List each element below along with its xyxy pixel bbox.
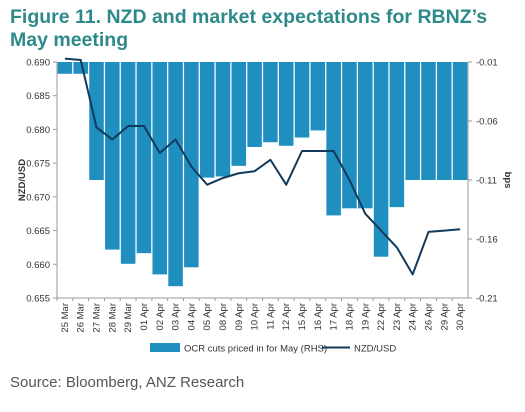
x-tick-label: 04 Apr	[186, 303, 197, 330]
x-tick-label: 05 Apr	[202, 303, 213, 330]
bar	[105, 62, 120, 250]
bar	[342, 62, 357, 209]
left-tick-label: 0.685	[26, 91, 50, 102]
source-note: Source: Bloomberg, ANZ Research	[10, 374, 245, 391]
bar	[231, 62, 247, 166]
x-tick-label: 02 Apr	[155, 303, 166, 330]
legend-label-bars: OCR cuts priced in for May (RHS)	[184, 344, 327, 355]
x-tick-label: 01 Apr	[139, 303, 150, 330]
bar	[152, 62, 168, 275]
x-tick-label: 26 Mar	[76, 303, 87, 333]
bar	[373, 62, 389, 257]
bar	[89, 62, 104, 180]
x-tick-label: 09 Apr	[234, 303, 245, 330]
x-tick-label: 30 Apr	[455, 303, 466, 330]
x-tick-label: 29 Mar	[123, 303, 134, 333]
bar	[278, 62, 294, 146]
right-tick-label: -0.16	[476, 235, 498, 246]
left-tick-label: 0.675	[26, 159, 50, 170]
x-tick-label: 25 Mar	[60, 303, 71, 333]
bar	[168, 62, 183, 287]
left-tick-label: 0.660	[26, 260, 50, 271]
x-tick-label: 17 Apr	[329, 303, 340, 330]
x-tick-label: 16 Apr	[313, 303, 324, 330]
bar	[57, 62, 73, 74]
x-tick-label: 27 Mar	[92, 303, 103, 333]
right-axis-title: bps	[502, 172, 513, 189]
right-tick-label: -0.11	[476, 176, 497, 187]
bar	[405, 62, 420, 180]
tick-labels: 0.655 0.660 0.665 0.670 0.675 0.680 0.685 0.690…	[17, 58, 513, 333]
left-axis-title: NZD/USD	[17, 159, 28, 201]
x-tick-label: 11 Apr	[265, 303, 276, 330]
x-tick-label: 24 Apr	[408, 303, 419, 330]
x-tick-label: 28 Mar	[107, 303, 118, 333]
bar	[199, 62, 215, 178]
bar	[263, 62, 278, 143]
x-tick-label: 10 Apr	[250, 303, 261, 330]
bar	[120, 62, 136, 264]
nzdusd-line	[64, 57, 461, 276]
chart-title: Figure 11. NZD and market expectations f…	[10, 6, 488, 51]
axes	[53, 61, 472, 301]
bar	[73, 62, 88, 74]
legend-swatch-bars	[150, 343, 180, 352]
left-tick-label: 0.665	[26, 226, 50, 237]
bar	[326, 62, 341, 216]
x-tick-label: 12 Apr	[281, 303, 292, 330]
bar	[310, 62, 326, 131]
x-tick-label: 23 Apr	[392, 303, 403, 330]
x-tick-label: 29 Apr	[439, 303, 450, 330]
legend-label-line: NZD/USD	[354, 344, 396, 355]
left-tick-label: 0.690	[26, 58, 50, 69]
right-tick-label: -0.21	[476, 294, 498, 305]
bar	[437, 62, 452, 180]
bar	[215, 62, 231, 177]
left-tick-label: 0.680	[26, 125, 50, 136]
x-tick-label: 18 Apr	[344, 303, 355, 330]
bar	[421, 62, 436, 180]
bar	[452, 62, 468, 180]
x-tick-label: 08 Apr	[218, 303, 229, 330]
left-tick-label: 0.655	[26, 294, 50, 305]
bar	[136, 62, 152, 254]
bar	[247, 62, 262, 147]
x-tick-label: 15 Apr	[297, 303, 308, 330]
x-tick-label: 19 Apr	[360, 303, 371, 330]
right-tick-label: -0.06	[476, 117, 498, 128]
bar	[294, 62, 310, 138]
bar-series	[57, 62, 468, 287]
bar	[389, 62, 405, 208]
bar	[357, 62, 373, 209]
line-series	[64, 57, 461, 276]
x-tick-label: 22 Apr	[376, 303, 387, 330]
left-tick-label: 0.670	[26, 192, 50, 203]
x-tick-label: 26 Apr	[423, 303, 434, 330]
legend: OCR cuts priced in for May (RHS) NZD/USD	[150, 343, 396, 355]
x-tick-label: 03 Apr	[171, 303, 182, 330]
right-tick-label: -0.01	[476, 58, 498, 69]
